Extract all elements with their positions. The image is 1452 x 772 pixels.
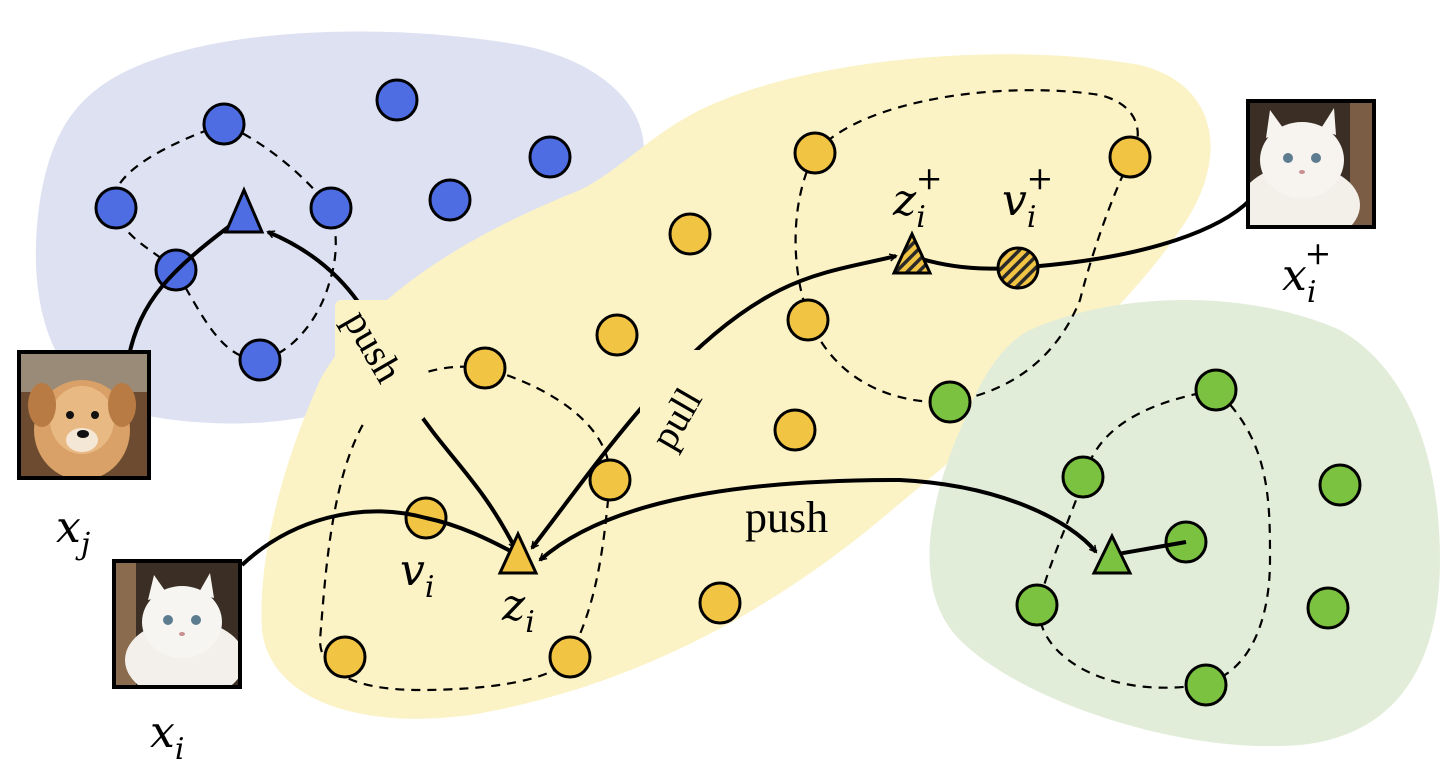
green-anchor-triangle <box>1091 532 1133 575</box>
green-point <box>1015 583 1059 627</box>
pull-label-bg <box>640 350 740 460</box>
vi-plus-label: vi+ <box>1002 159 1053 235</box>
green-point <box>1318 463 1362 507</box>
pull-arrow <box>530 256 896 548</box>
yellow-point <box>668 212 712 256</box>
green-point <box>1194 368 1238 412</box>
green-dashed-cluster <box>1037 388 1272 689</box>
dog-photo-icon <box>17 350 151 480</box>
zi-label: zi <box>501 580 535 640</box>
dog-to-anchor-line <box>126 214 245 361</box>
yellow-point <box>548 635 592 679</box>
push-label-right: push <box>745 493 828 542</box>
blue-point <box>94 186 138 230</box>
green-point <box>1184 663 1228 707</box>
xi-label: xi <box>150 707 184 767</box>
vi-label: vi <box>400 545 434 605</box>
yellow-point <box>463 346 507 390</box>
blue-point <box>428 178 472 222</box>
green-point <box>1306 586 1350 630</box>
zi-plus-label: zi+ <box>892 159 943 235</box>
blue-point <box>238 338 282 382</box>
blue-point <box>528 135 572 179</box>
yellow-point <box>773 408 817 452</box>
push-label-bg <box>335 300 425 420</box>
yellow-point <box>595 313 639 357</box>
yellow-point <box>1108 135 1152 179</box>
blue-point <box>375 78 419 122</box>
green-point <box>1061 455 1105 499</box>
vi-plus-hatched-point <box>996 246 1040 290</box>
zi-anchor-triangle <box>497 530 539 575</box>
catplus-to-zplus-line <box>911 198 1252 271</box>
blue-point <box>309 186 353 230</box>
green-point <box>928 380 972 424</box>
yellow-point <box>786 298 830 342</box>
zi-plus-triangle <box>891 230 933 275</box>
yellow-point <box>698 581 742 625</box>
blue-point <box>202 102 246 146</box>
cat-photo-icon <box>112 559 242 689</box>
yellow-point <box>323 635 367 679</box>
blue-anchor-triangle <box>223 186 265 234</box>
xi-plus-label: xi+ <box>1282 234 1331 310</box>
xj-label: xj <box>56 502 90 562</box>
cat-plus-photo-icon <box>1246 99 1376 229</box>
push-arrow-right <box>540 477 1098 562</box>
yellow-point <box>793 131 837 175</box>
